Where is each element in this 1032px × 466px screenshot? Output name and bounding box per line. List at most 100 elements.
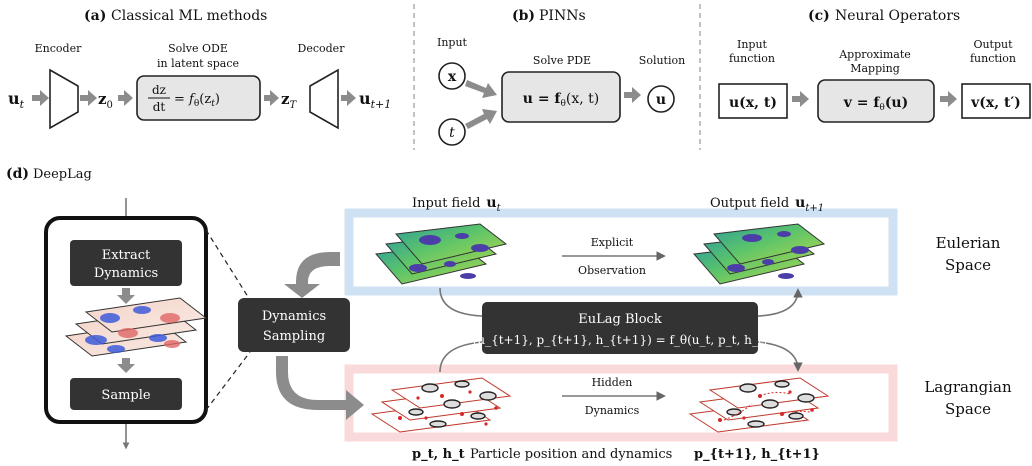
solution-label: Solution: [639, 54, 685, 67]
sample-label: Sample: [101, 388, 150, 403]
decoder-label: Decoder: [298, 42, 346, 55]
approx-line1: Approximate: [838, 48, 911, 61]
eulerian-band: [344, 208, 898, 296]
output-field-stack: [693, 223, 826, 285]
sampling-planes: [64, 297, 208, 357]
extract-line2: Dynamics: [94, 266, 158, 281]
arrow-a3: [118, 90, 133, 106]
extract-line1: Extract: [102, 248, 151, 263]
input-particle-stack: [370, 377, 512, 433]
eulag-in-from-lagrangian: [439, 341, 483, 373]
ode-rhs: = fθ(zt): [174, 92, 220, 109]
input-label: Input: [437, 36, 468, 49]
encoder-shape: [49, 68, 79, 130]
input-function-box: [718, 83, 788, 119]
zoom-line-bottom: [205, 351, 251, 411]
arrow-a5: [341, 90, 356, 106]
input-field-stack: [375, 223, 508, 285]
output-function-value: v(x, t′): [970, 95, 1021, 111]
explicit-line2: Observation: [578, 264, 646, 277]
z0-symbol: z0: [98, 90, 113, 111]
input-function-line1: Input: [737, 38, 768, 51]
input-function-value: u(x, t): [729, 95, 777, 111]
u-solution-symbol: u: [656, 92, 666, 108]
approx-equation: v = fθ(u): [843, 95, 909, 113]
approx-box: [817, 79, 935, 123]
dynamics-sampling-node: [238, 298, 350, 352]
solve-ode-line1: Solve ODE: [168, 42, 228, 55]
approx-line2: Mapping: [850, 62, 900, 75]
zoom-line-top: [205, 229, 251, 301]
panel-c-title: Neural Operators: [835, 8, 960, 24]
dynamics-sampling-line2: Sampling: [263, 329, 325, 344]
sample-node: [70, 378, 182, 410]
arrow-a1: [32, 90, 49, 106]
panel-d-title: DeepLag: [33, 167, 92, 182]
arrow-extract-down: [117, 288, 135, 304]
eulag-title: EuLag Block: [578, 312, 662, 327]
solve-pde-label: Solve PDE: [533, 54, 591, 67]
arrow-a4: [264, 90, 279, 106]
eulag-block: [482, 302, 758, 354]
curved-arrow-eulerian-to-sampling: [284, 252, 340, 298]
ode-numerator: dz: [152, 83, 166, 97]
dynamics-sampling-line1: Dynamics: [262, 309, 326, 324]
ut-symbol: ut: [8, 89, 25, 111]
ode-denominator: dt: [153, 100, 166, 114]
decoder-shape: [309, 68, 339, 130]
arrow-a2: [80, 90, 97, 106]
arrow-planes-down: [117, 358, 135, 373]
pde-equation: u = fθ(x, t): [523, 91, 599, 109]
arrow-c1: [792, 91, 809, 107]
arrow-x-to-pde: [465, 80, 497, 98]
arrow-pde-to-u: [624, 87, 641, 103]
panel-a-label: (a): [84, 8, 106, 24]
eulag-out-to-eulerian: [757, 288, 803, 317]
u-node: [647, 85, 675, 113]
hidden-line1: Hidden: [592, 376, 633, 389]
explicit-line1: Explicit: [591, 236, 634, 249]
output-particle-stack: [688, 377, 830, 433]
panel-c: (c) Neural Operators Input function u(x,…: [718, 8, 1031, 123]
ode-box: [136, 75, 261, 121]
curved-arrow-sampling-to-lagrangian: [276, 356, 364, 420]
panel-c-label: (c): [808, 8, 830, 24]
pde-box: [501, 71, 621, 123]
arrow-c2: [940, 91, 957, 107]
eulerian-line1: Eulerian: [936, 234, 1001, 252]
solve-ode-line2: in latent space: [157, 57, 239, 70]
input-function-line2: function: [729, 52, 775, 65]
panel-b-title: PINNs: [539, 8, 586, 24]
eulag-equation: (u_{t+1}, p_{t+1}, h_{t+1}) = f_θ(u_t, p…: [473, 333, 768, 347]
t-symbol: t: [449, 125, 455, 141]
input-field-label: Input field ut: [412, 195, 502, 214]
panel-b: (b) PINNs Input x t Solve PDE u = fθ(x, …: [437, 8, 685, 146]
output-function-line1: Output: [973, 38, 1013, 51]
extract-dynamics-node: [70, 240, 182, 286]
panel-b-label: (b): [512, 8, 535, 24]
x-node: [438, 62, 466, 90]
output-function-box: [961, 83, 1031, 119]
lagrangian-line2: Space: [945, 400, 991, 418]
panel-a: (a) Classical ML methods Encoder Solve O…: [8, 8, 391, 130]
particle-left-symbol: p_t, h_t: [412, 447, 465, 462]
panel-a-title: Classical ML methods: [111, 8, 267, 24]
x-symbol: x: [448, 69, 457, 85]
arrow-t-to-pde: [465, 109, 497, 129]
zT-symbol: zT: [281, 90, 298, 111]
particle-right-symbol: p_{t+1}, h_{t+1}: [694, 447, 820, 462]
eulag-out-to-lagrangian: [757, 341, 803, 372]
eulag-in-from-eulerian: [439, 287, 483, 317]
panel-d-label: (d): [6, 166, 29, 182]
panel-d: (d) DeepLag Extract Dynamics: [6, 166, 1012, 462]
t-node: [438, 118, 466, 146]
output-field-label: Output field ut+1: [710, 195, 824, 214]
hidden-line2: Dynamics: [585, 404, 640, 417]
u-next-symbol: ut+1: [359, 89, 391, 111]
particle-caption: Particle position and dynamics: [470, 447, 672, 462]
encoder-label: Encoder: [35, 42, 82, 55]
lagrangian-line1: Lagrangian: [924, 378, 1012, 396]
output-function-line2: function: [970, 52, 1016, 65]
eulerian-line2: Space: [945, 256, 991, 274]
